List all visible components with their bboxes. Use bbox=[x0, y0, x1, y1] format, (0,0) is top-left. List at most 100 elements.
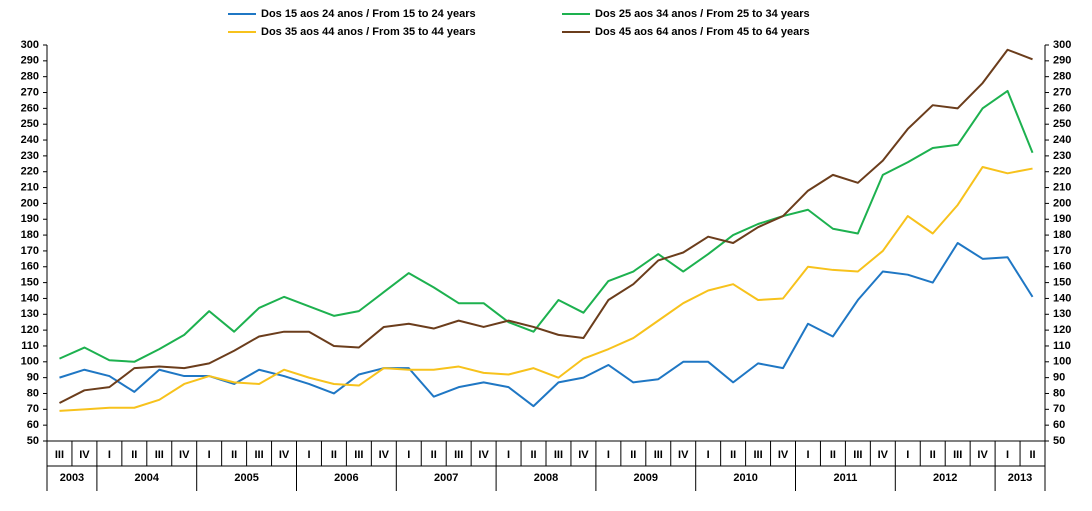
x-tick-label: IV bbox=[179, 449, 190, 461]
series-line bbox=[59, 89, 1034, 363]
legend-label: Dos 35 aos 44 anos / From 35 to 44 years bbox=[261, 26, 476, 38]
y2-tick-label: 140 bbox=[1053, 292, 1071, 304]
y2-tick-label: 90 bbox=[1053, 372, 1065, 384]
y2-tick-label: 300 bbox=[1053, 39, 1071, 51]
series-line bbox=[59, 242, 1034, 408]
x-tick-label: IV bbox=[977, 449, 988, 461]
x-tick-label: IV bbox=[79, 449, 90, 461]
legend-label: Dos 25 aos 34 anos / From 25 to 34 years bbox=[595, 8, 810, 20]
y2-tick-label: 100 bbox=[1053, 356, 1071, 368]
y2-tick-label: 110 bbox=[1053, 340, 1071, 352]
x-tick-label: II bbox=[730, 449, 736, 461]
x-tick-label: II bbox=[930, 449, 936, 461]
y-tick-label: 250 bbox=[21, 118, 39, 130]
x-tick-label: II bbox=[431, 449, 437, 461]
x-tick-label: II bbox=[830, 449, 836, 461]
y-tick-label: 60 bbox=[27, 419, 39, 431]
y-tick-label: 100 bbox=[21, 356, 39, 368]
x-tick-label: IV bbox=[878, 449, 889, 461]
x-tick-label: IV bbox=[279, 449, 290, 461]
year-label: 2008 bbox=[534, 472, 558, 484]
x-tick-label: II bbox=[530, 449, 536, 461]
x-tick-label: I bbox=[108, 449, 111, 461]
x-tick-label: I bbox=[607, 449, 610, 461]
y2-tick-label: 60 bbox=[1053, 419, 1065, 431]
y-tick-label: 110 bbox=[21, 340, 39, 352]
x-tick-label: I bbox=[1006, 449, 1009, 461]
x-tick-label: III bbox=[753, 449, 762, 461]
x-tick-label: II bbox=[331, 449, 337, 461]
y2-tick-label: 80 bbox=[1053, 387, 1065, 399]
x-tick-label: III bbox=[454, 449, 463, 461]
year-label: 2012 bbox=[933, 472, 957, 484]
x-tick-label: I bbox=[707, 449, 710, 461]
x-tick-label: I bbox=[507, 449, 510, 461]
y2-tick-label: 240 bbox=[1053, 134, 1071, 146]
y2-tick-label: 170 bbox=[1053, 245, 1071, 257]
y-tick-label: 240 bbox=[21, 134, 39, 146]
x-tick-label: I bbox=[906, 449, 909, 461]
y2-tick-label: 150 bbox=[1053, 277, 1071, 289]
y2-tick-label: 130 bbox=[1053, 308, 1071, 320]
y-tick-label: 90 bbox=[27, 372, 39, 384]
year-label: 2009 bbox=[634, 472, 658, 484]
x-tick-label: III bbox=[155, 449, 164, 461]
y-tick-label: 260 bbox=[21, 102, 39, 114]
year-label: 2006 bbox=[334, 472, 358, 484]
y-tick-label: 50 bbox=[27, 435, 39, 447]
x-tick-label: III bbox=[354, 449, 363, 461]
y2-tick-label: 50 bbox=[1053, 435, 1065, 447]
y-tick-label: 80 bbox=[27, 387, 39, 399]
y2-tick-label: 220 bbox=[1053, 166, 1071, 178]
y-tick-label: 70 bbox=[27, 403, 39, 415]
year-label: 2004 bbox=[135, 472, 160, 484]
x-tick-label: IV bbox=[778, 449, 789, 461]
x-tick-label: III bbox=[554, 449, 563, 461]
year-label: 2003 bbox=[60, 472, 84, 484]
year-label: 2010 bbox=[733, 472, 757, 484]
y-tick-label: 140 bbox=[21, 292, 39, 304]
y2-tick-label: 180 bbox=[1053, 229, 1071, 241]
y2-tick-label: 230 bbox=[1053, 150, 1071, 162]
x-tick-label: III bbox=[853, 449, 862, 461]
y2-tick-label: 190 bbox=[1053, 213, 1071, 225]
y-tick-label: 200 bbox=[21, 197, 39, 209]
year-label: 2007 bbox=[434, 472, 458, 484]
y-tick-label: 180 bbox=[21, 229, 39, 241]
x-tick-label: II bbox=[1029, 449, 1035, 461]
x-tick-label: I bbox=[307, 449, 310, 461]
legend-label: Dos 15 aos 24 anos / From 15 to 24 years bbox=[261, 8, 476, 20]
y-tick-label: 220 bbox=[21, 166, 39, 178]
y2-tick-label: 70 bbox=[1053, 403, 1065, 415]
year-label: 2005 bbox=[234, 472, 258, 484]
y-tick-label: 300 bbox=[21, 39, 39, 51]
y-tick-label: 190 bbox=[21, 213, 39, 225]
x-tick-label: IV bbox=[578, 449, 589, 461]
x-tick-label: III bbox=[55, 449, 64, 461]
x-tick-label: III bbox=[254, 449, 263, 461]
x-tick-label: III bbox=[654, 449, 663, 461]
y2-tick-label: 280 bbox=[1053, 71, 1071, 83]
x-tick-label: I bbox=[407, 449, 410, 461]
series-line bbox=[59, 48, 1033, 404]
legend-label: Dos 45 aos 64 anos / From 45 to 64 years bbox=[595, 26, 810, 38]
x-tick-label: II bbox=[131, 449, 137, 461]
y-tick-label: 150 bbox=[21, 277, 39, 289]
y-tick-label: 280 bbox=[21, 71, 39, 83]
x-tick-label: II bbox=[630, 449, 636, 461]
x-tick-label: IV bbox=[478, 449, 489, 461]
y2-tick-label: 290 bbox=[1053, 55, 1071, 67]
y2-tick-label: 270 bbox=[1053, 86, 1071, 98]
y-tick-label: 130 bbox=[21, 308, 39, 320]
y-tick-label: 210 bbox=[21, 181, 39, 193]
y2-tick-label: 250 bbox=[1053, 118, 1071, 130]
x-tick-label: IV bbox=[379, 449, 390, 461]
year-label: 2013 bbox=[1008, 472, 1032, 484]
y2-tick-label: 260 bbox=[1053, 102, 1071, 114]
y-tick-label: 120 bbox=[21, 324, 39, 336]
y2-tick-label: 160 bbox=[1053, 261, 1071, 273]
x-tick-label: II bbox=[231, 449, 237, 461]
x-tick-label: I bbox=[208, 449, 211, 461]
x-tick-label: I bbox=[806, 449, 809, 461]
